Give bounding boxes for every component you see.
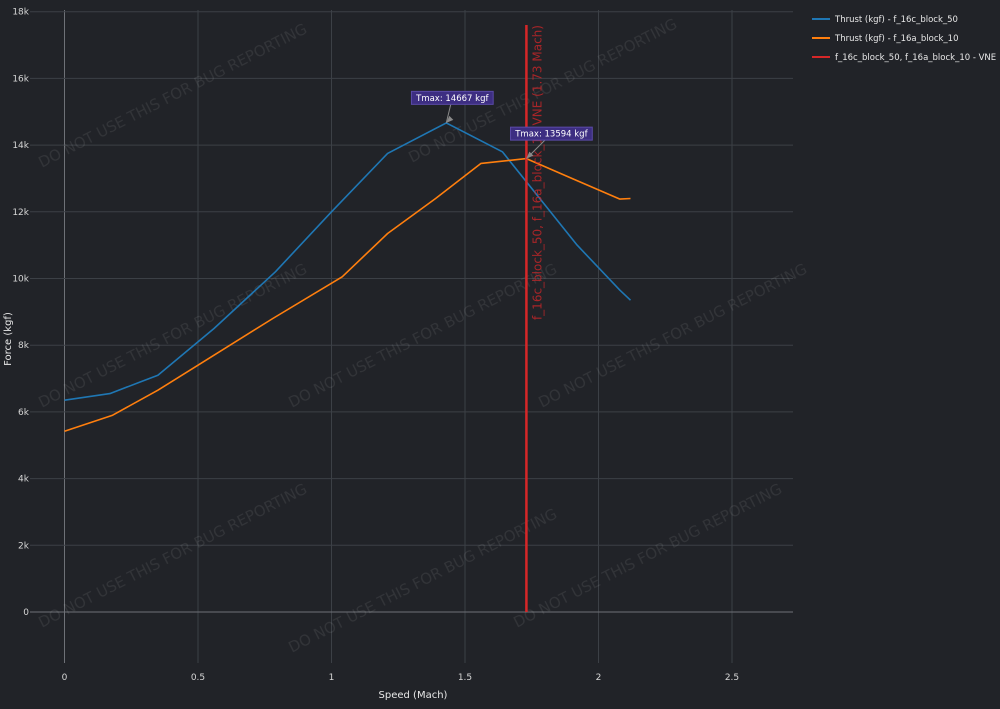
- series-point: [434, 197, 437, 200]
- vne-label: f_16c_block_50, f_16a_block_10 VNE (1.73…: [530, 25, 544, 320]
- annotation-box: [510, 126, 593, 141]
- x-axis-title: Speed (Mach): [379, 690, 448, 701]
- series-point: [618, 289, 621, 292]
- series-point: [629, 299, 632, 302]
- y-tick-label: 16k: [12, 74, 29, 84]
- legend-item[interactable]: Thrust (kgf) - f_16c_block_50: [812, 15, 958, 25]
- watermark-text: DO NOT USE THIS FOR BUG REPORTING: [286, 505, 560, 657]
- y-tick-label: 14k: [12, 141, 29, 151]
- x-tick-label: 2.5: [725, 673, 739, 683]
- legend-label: Thrust (kgf) - f_16a_block_10: [834, 34, 958, 44]
- series-point: [330, 210, 333, 213]
- annotation-label: Tmax: 13594 kgf: [514, 130, 588, 140]
- series-point: [570, 177, 573, 180]
- y-tick-label: 4k: [18, 475, 30, 485]
- y-tick-label: 6k: [18, 408, 30, 418]
- watermark-text: DO NOT USE THIS FOR BUG REPORTING: [536, 260, 810, 412]
- series-line: [64, 157, 631, 432]
- legend-item[interactable]: Thrust (kgf) - f_16a_block_10: [812, 34, 958, 44]
- series-point: [156, 389, 159, 392]
- series-point: [479, 162, 482, 165]
- y-tick-label: 18k: [12, 8, 29, 18]
- series-point: [111, 414, 114, 417]
- series-point: [386, 152, 389, 155]
- annotation-arrowhead: [446, 115, 454, 123]
- series-point: [156, 374, 159, 377]
- y-tick-label: 12k: [12, 208, 29, 218]
- series-point: [386, 232, 389, 235]
- watermark-text: DO NOT USE THIS FOR BUG REPORTING: [286, 260, 560, 412]
- legend-label: Thrust (kgf) - f_16c_block_50: [834, 15, 958, 25]
- series-point: [204, 359, 207, 362]
- annotation-box: [410, 90, 494, 105]
- annotation-label: Tmax: 14667 kgf: [415, 94, 489, 104]
- series-point: [501, 150, 504, 153]
- series-point: [63, 399, 66, 402]
- x-tick-label: 0: [62, 673, 68, 683]
- series-point: [212, 327, 215, 330]
- annotation-arrowhead: [526, 151, 534, 159]
- series-point: [576, 244, 579, 247]
- series-point: [341, 275, 344, 278]
- series-point: [629, 197, 632, 200]
- y-tick-label: 10k: [12, 275, 29, 285]
- series-line: [64, 122, 632, 401]
- series-point: [274, 270, 277, 273]
- x-tick-label: 1.5: [458, 673, 472, 683]
- legend-item[interactable]: f_16c_block_50, f_16a_block_10 - VNE: [812, 53, 996, 63]
- series-point: [618, 198, 621, 201]
- series-point: [108, 392, 111, 395]
- watermark-text: DO NOT USE THIS FOR BUG REPORTING: [36, 260, 310, 412]
- x-tick-label: 0.5: [191, 673, 205, 683]
- x-tick-label: 2: [596, 673, 602, 683]
- y-tick-label: 2k: [18, 541, 30, 551]
- legend-label: f_16c_block_50, f_16a_block_10 - VNE: [835, 53, 996, 63]
- watermark-text: DO NOT USE THIS FOR BUG REPORTING: [36, 20, 310, 172]
- y-tick-label: 0: [23, 608, 29, 618]
- watermark-text: DO NOT USE THIS FOR BUG REPORTING: [36, 480, 310, 632]
- x-tick-label: 1: [329, 673, 335, 683]
- y-tick-label: 8k: [18, 341, 30, 351]
- y-axis-title: Force (kgf): [3, 312, 14, 366]
- series-point: [63, 430, 66, 433]
- series-point: [271, 317, 274, 320]
- watermark-text: DO NOT USE THIS FOR BUG REPORTING: [511, 480, 785, 632]
